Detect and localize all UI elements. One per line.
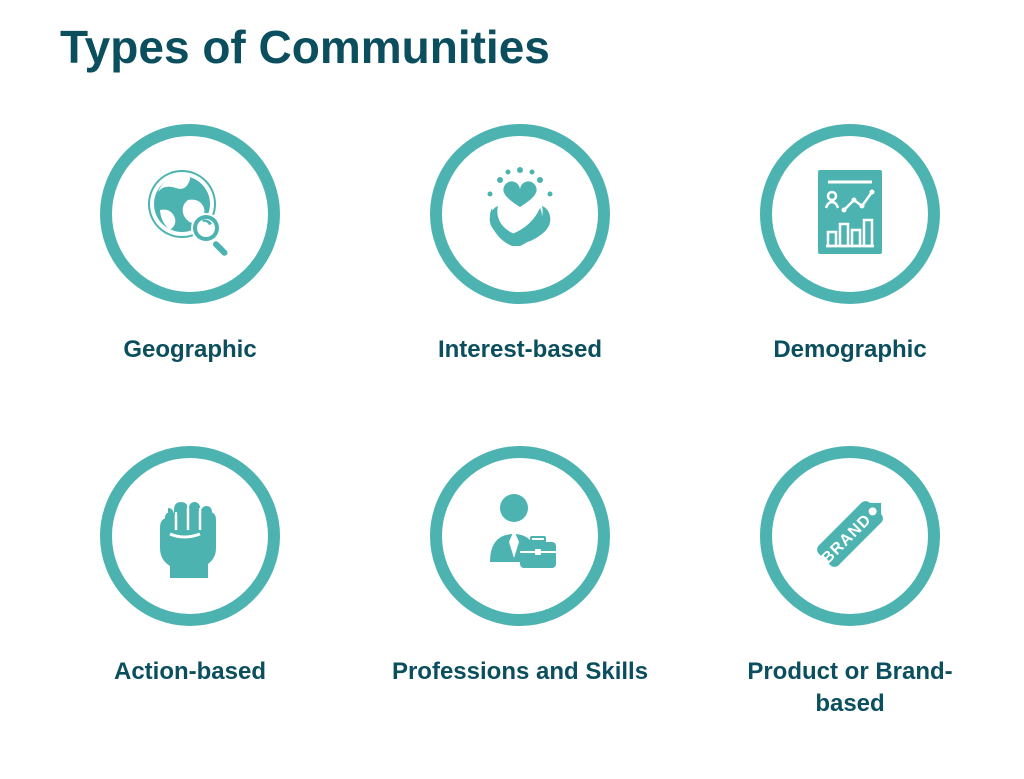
- circle-professions: [430, 446, 610, 626]
- circle-interest: [430, 124, 610, 304]
- circle-brand: BRAND: [760, 446, 940, 626]
- item-interest: Interest-based: [390, 124, 650, 396]
- label-interest: Interest-based: [438, 334, 602, 365]
- circle-action: [100, 446, 280, 626]
- label-geographic: Geographic: [123, 334, 256, 365]
- label-demographic: Demographic: [773, 334, 926, 365]
- item-demographic: Demographic: [720, 124, 980, 396]
- item-professions: Professions and Skills: [390, 446, 650, 718]
- item-action: Action-based: [60, 446, 320, 718]
- brand-tag-icon: BRAND: [800, 484, 900, 589]
- label-action: Action-based: [114, 656, 266, 687]
- page-title: Types of Communities: [60, 20, 964, 74]
- item-brand: BRAND Product or Brand-based: [720, 446, 980, 718]
- analytics-document-icon: [800, 162, 900, 267]
- circle-geographic: [100, 124, 280, 304]
- item-geographic: Geographic: [60, 124, 320, 396]
- hands-heart-icon: [470, 162, 570, 267]
- raised-fist-icon: [140, 484, 240, 589]
- label-brand: Product or Brand-based: [720, 656, 980, 718]
- circle-demographic: [760, 124, 940, 304]
- globe-magnifier-icon: [140, 162, 240, 267]
- community-types-grid: Geographic: [60, 124, 964, 719]
- person-briefcase-icon: [470, 484, 570, 589]
- label-professions: Professions and Skills: [392, 656, 648, 687]
